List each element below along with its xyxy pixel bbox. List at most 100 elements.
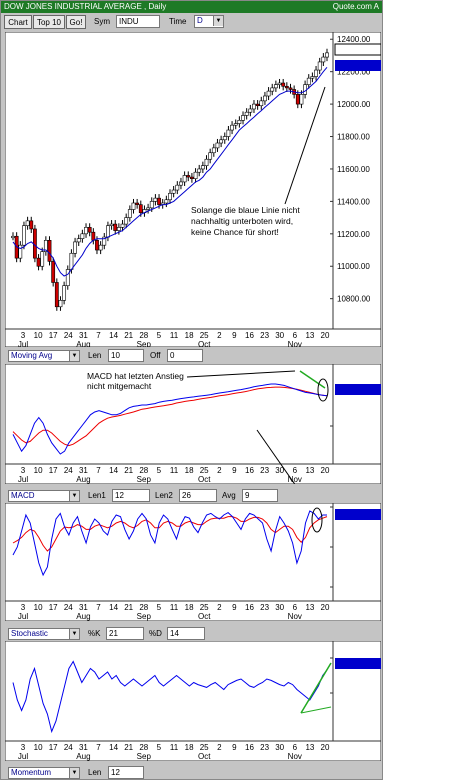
candle-body xyxy=(124,217,129,225)
candle-body xyxy=(98,244,103,251)
len-label: Len xyxy=(88,351,102,360)
candle-body xyxy=(299,94,304,105)
x-tick-label: 25 xyxy=(200,603,209,612)
candle-body xyxy=(179,181,183,186)
month-label: Sep xyxy=(137,340,152,347)
chart-button[interactable]: Chart xyxy=(4,15,32,29)
month-label: Aug xyxy=(76,475,90,484)
x-tick-label: 31 xyxy=(79,743,88,752)
candle-body xyxy=(288,87,293,90)
k-label: %K xyxy=(88,629,101,638)
go-button[interactable]: Go! xyxy=(66,15,86,29)
avg-input[interactable]: 9 xyxy=(242,489,278,502)
stoch-value-box xyxy=(335,509,381,520)
x-tick-label: 14 xyxy=(109,466,118,475)
momentum-line xyxy=(12,660,328,734)
y-tick-label: 10800.00 xyxy=(337,295,371,304)
month-label: Nov xyxy=(288,475,302,484)
x-tick-label: 13 xyxy=(305,603,314,612)
chevron-down-icon[interactable]: ▼ xyxy=(213,16,223,26)
x-tick-label: 30 xyxy=(275,466,284,475)
candle-body xyxy=(58,299,63,308)
x-tick-label: 17 xyxy=(49,331,58,340)
y-tick-label: 12200.00 xyxy=(337,68,371,77)
macd-annotation-line: MACD hat letzten Anstieg xyxy=(87,371,184,381)
x-tick-label: 18 xyxy=(185,743,194,752)
candle-body xyxy=(138,204,143,214)
top10-button[interactable]: Top 10 xyxy=(33,15,65,29)
len1-label: Len1 xyxy=(88,491,106,500)
x-tick-label: 16 xyxy=(245,743,254,752)
candle-body xyxy=(277,82,282,85)
highlight-ellipse xyxy=(311,507,323,533)
indicator-select-3[interactable]: Stochastic ▼ xyxy=(8,628,80,640)
source-label: Quote.com A xyxy=(332,2,379,11)
len2-input[interactable]: 26 xyxy=(179,489,217,502)
x-tick-label: 11 xyxy=(170,331,179,340)
month-label: Jul xyxy=(18,752,28,761)
x-tick-label: 24 xyxy=(64,743,73,752)
chevron-down-icon[interactable]: ▼ xyxy=(69,629,79,639)
candle-body xyxy=(200,165,205,170)
time-select-value: D xyxy=(197,16,203,25)
off-input[interactable]: 0 xyxy=(167,349,203,362)
indicator-select-2[interactable]: MACD ▼ xyxy=(8,490,80,502)
d-input[interactable]: 14 xyxy=(167,627,205,640)
x-tick-label: 14 xyxy=(109,331,118,340)
x-tick-label: 25 xyxy=(200,743,209,752)
candle-body xyxy=(306,77,311,85)
trend-line xyxy=(300,706,332,714)
candle-body xyxy=(36,257,41,267)
candle-body xyxy=(241,115,245,121)
x-tick-label: 2 xyxy=(217,331,222,340)
candle-body xyxy=(22,225,26,246)
indicator-select-3-value: Stochastic xyxy=(11,629,48,638)
x-tick-label: 24 xyxy=(64,331,73,340)
candle-body xyxy=(190,176,194,179)
month-label: Sep xyxy=(137,475,152,484)
month-label: Oct xyxy=(198,340,211,347)
len1-input[interactable]: 12 xyxy=(112,489,150,502)
candle-body xyxy=(193,171,198,179)
candle-body xyxy=(252,103,256,110)
len2-label: Len2 xyxy=(155,491,173,500)
candle-body xyxy=(263,95,267,102)
trend-line xyxy=(299,370,326,389)
len-label-4: Len xyxy=(88,768,102,777)
candle-body xyxy=(230,124,234,131)
price-annotation-line: keine Chance für short! xyxy=(191,227,279,237)
last-price-box xyxy=(334,43,381,56)
indicator-select-2-value: MACD xyxy=(11,491,35,500)
x-tick-label: 23 xyxy=(260,466,269,475)
chevron-down-icon[interactable]: ▼ xyxy=(69,768,79,778)
candle-body xyxy=(106,225,110,238)
macd-chart: 3 10 17 24 31 7 14 21 28 5 11 18 25 2 9 16 23 30 6 13 20 Jul A… xyxy=(5,364,381,484)
x-tick-label: 5 xyxy=(157,331,162,340)
x-tick-label: 6 xyxy=(293,743,298,752)
price-annotation-line: Solange die blaue Linie nicht xyxy=(191,205,300,215)
chevron-down-icon[interactable]: ▼ xyxy=(69,351,79,361)
time-select[interactable]: D ▼ xyxy=(194,15,224,28)
symbol-input[interactable]: INDU xyxy=(116,15,160,28)
x-tick-label: 13 xyxy=(305,466,314,475)
candle-body xyxy=(76,238,81,243)
month-label: Jul xyxy=(18,475,28,484)
k-input[interactable]: 21 xyxy=(106,627,144,640)
len-input[interactable]: 10 xyxy=(108,349,144,362)
indicator-select-4[interactable]: Momentum ▼ xyxy=(8,767,80,779)
month-label: Jul xyxy=(18,340,28,347)
x-tick-label: 3 xyxy=(21,603,26,612)
x-tick-label: 6 xyxy=(293,466,298,475)
x-tick-label: 6 xyxy=(293,603,298,612)
candle-body xyxy=(186,175,191,178)
month-label: Oct xyxy=(198,612,211,621)
len-input-4[interactable]: 12 xyxy=(108,766,144,779)
candle-body xyxy=(51,261,56,283)
x-tick-label: 14 xyxy=(109,603,118,612)
moving-average-line xyxy=(12,66,328,277)
candle-body xyxy=(127,209,132,218)
x-tick-label: 30 xyxy=(275,331,284,340)
chevron-down-icon[interactable]: ▼ xyxy=(69,491,79,501)
x-tick-label: 14 xyxy=(109,743,118,752)
indicator-select-1[interactable]: Moving Avg ▼ xyxy=(8,350,80,362)
